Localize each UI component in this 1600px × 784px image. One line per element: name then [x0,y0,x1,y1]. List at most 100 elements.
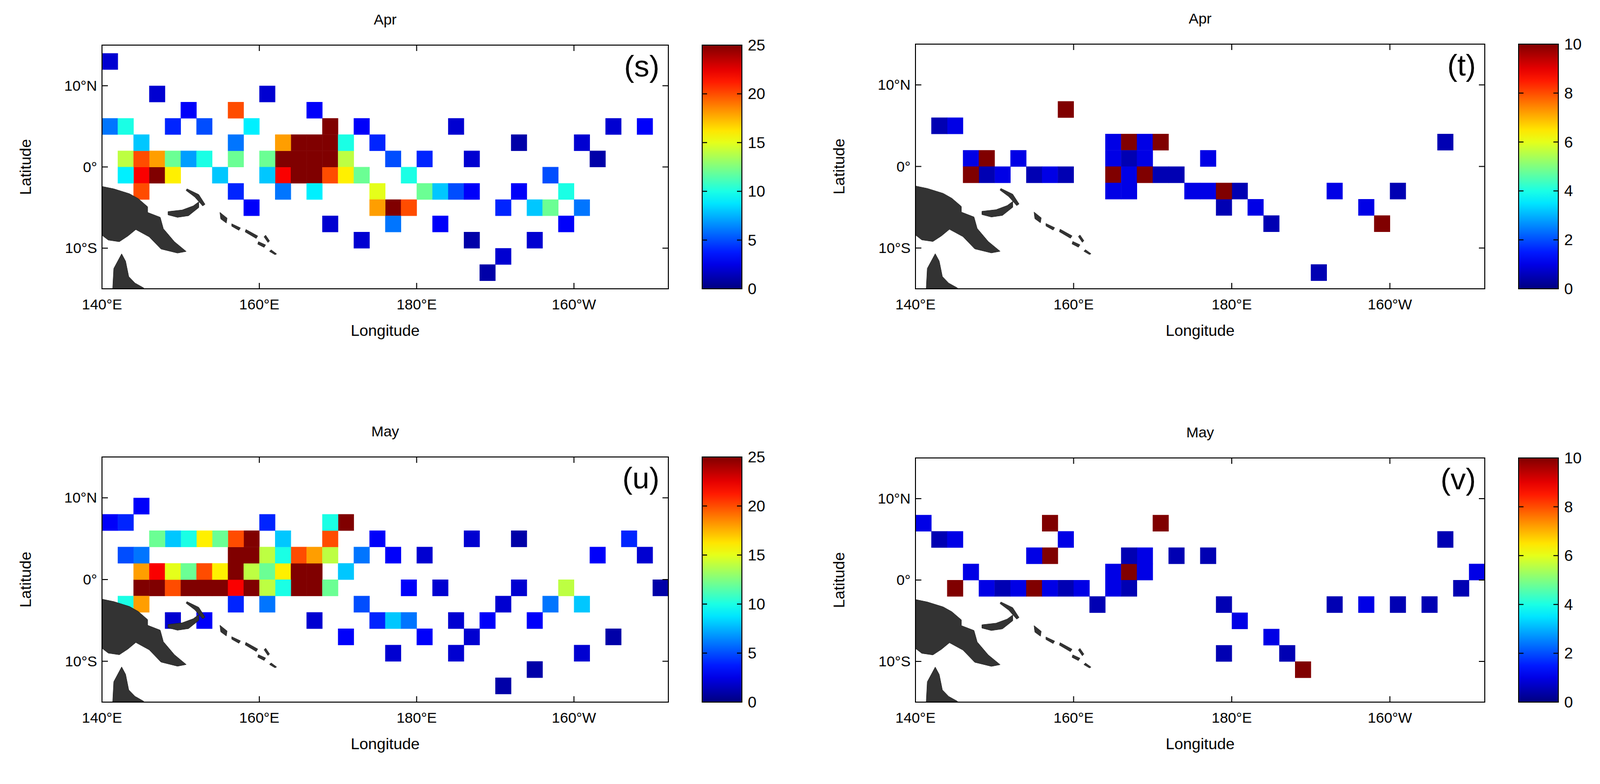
x-tick [573,45,575,51]
colorbar-tick [702,652,708,654]
heat-cell [526,199,543,217]
heat-cell [101,53,119,71]
heat-cell [1184,182,1201,200]
landmass [1045,223,1055,230]
heat-cell [652,579,669,597]
figure: 140°E160°E180°E160°W10°N0°10°SApr(s)Long… [0,0,1600,784]
heat-cell [1216,199,1233,216]
heat-cell [275,563,292,581]
colorbar-tick [1518,457,1524,459]
x-tick [258,696,260,703]
heat-cell [337,514,355,532]
colorbar-tick-label: 10 [1564,35,1582,53]
x-tick [1389,44,1391,51]
y-tick [915,498,922,500]
x-tick [258,45,260,51]
x-tick [1389,282,1391,289]
heat-cell [259,546,276,564]
heat-cell [101,118,119,135]
cells [101,497,669,695]
heat-cell [275,134,292,152]
heat-cell [963,166,980,184]
heat-cell [510,183,528,201]
panel-label: (t) [1447,48,1476,82]
heat-cell [228,101,245,119]
colorbar-tick [736,239,742,241]
y-axis-label: Latitude [16,139,35,196]
x-tick [914,282,916,289]
plot-frame [915,44,1485,289]
heat-cell [117,546,134,564]
colorbar-tick [1518,190,1524,192]
x-tick-label: 160°E [1053,709,1094,726]
heat-cell [180,101,197,119]
heat-cell [463,231,481,249]
heat-cell [369,199,386,217]
cells [101,53,653,281]
heat-cell [1010,150,1027,167]
heat-cell [1358,199,1375,216]
heat-cell [1105,182,1122,200]
x-tick [914,44,916,51]
landmass [982,614,1014,631]
heat-cell [558,183,575,201]
heat-cell [1041,580,1059,597]
heat-cell [228,579,245,597]
colorbar-tick [736,554,742,556]
heat-cell [1168,166,1185,184]
heat-cell [432,579,449,597]
colorbar-tick [1553,555,1559,557]
colorbar-tick-label: 5 [747,644,757,662]
plot-frame [101,457,669,703]
x-tick [1389,696,1391,703]
heat-cell [228,530,245,548]
x-tick-label: 160°E [239,709,280,726]
heat-cell [963,150,980,167]
heat-cell [542,595,559,613]
heat-cell [589,546,607,564]
colorbar-tick [1553,92,1559,94]
heat-cell [149,167,166,184]
heat-cell [1152,514,1169,532]
heat-cell [526,231,543,249]
heat-cell [1120,166,1138,184]
heat-cell [448,118,465,135]
heat-cell [401,199,418,217]
y-tick-label: 10°S [65,653,98,670]
y-tick-label: 10°S [65,239,98,256]
y-tick [662,247,669,249]
y-tick-label: 10°N [64,77,98,94]
heat-cell [275,150,292,168]
panel-label: (u) [622,460,660,495]
x-tick [914,457,916,464]
landmass [1071,241,1080,248]
heat-cell [322,167,339,184]
x-tick [416,282,418,289]
landmass [915,599,1001,667]
x-tick [1231,282,1233,289]
panel: 140°E160°E180°E160°W10°N0°10°SMay(u)Long… [16,423,766,753]
y-tick [662,497,669,499]
heat-cell [196,530,213,548]
y-tick [101,247,108,249]
heat-cell [495,248,512,265]
colorbar [702,457,742,703]
x-axis-label: Longitude [350,735,420,753]
heat-cell [228,563,245,581]
landmass [220,212,228,224]
colorbar-tick-label: 15 [747,133,766,152]
colorbar-tick-label: 25 [747,448,766,466]
landmass [257,654,266,661]
colorbar-tick [1518,43,1524,45]
heat-cell [290,579,307,597]
landmass [1078,234,1084,243]
heat-cell [510,579,528,597]
colorbar-tick-label: 0 [1564,693,1574,712]
colorbar-tick [736,44,742,46]
heat-cell [1057,166,1074,184]
heat-cell [290,150,307,168]
heat-cell [133,167,150,184]
colorbar-tick [702,44,708,46]
heat-cell [1073,580,1091,597]
colorbar-tick [702,239,708,241]
